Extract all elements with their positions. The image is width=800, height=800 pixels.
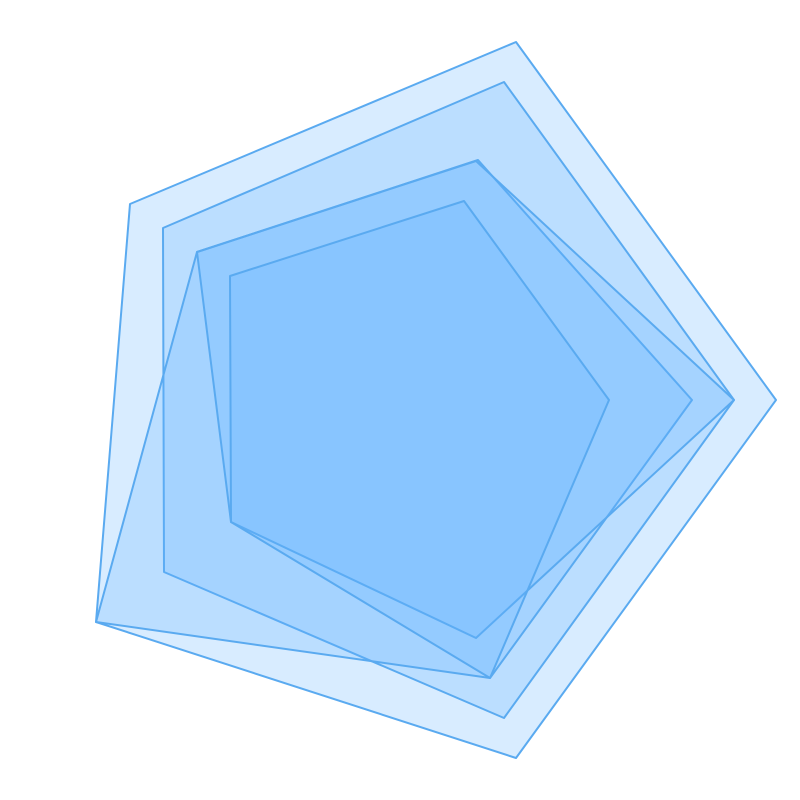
outer-quadrilateral: [95, 41, 777, 759]
inner-pentagon: [196, 160, 735, 639]
polygon-layer: [95, 41, 777, 759]
innermost-hexagon: [229, 200, 610, 679]
outer-pentagon: [162, 81, 735, 719]
